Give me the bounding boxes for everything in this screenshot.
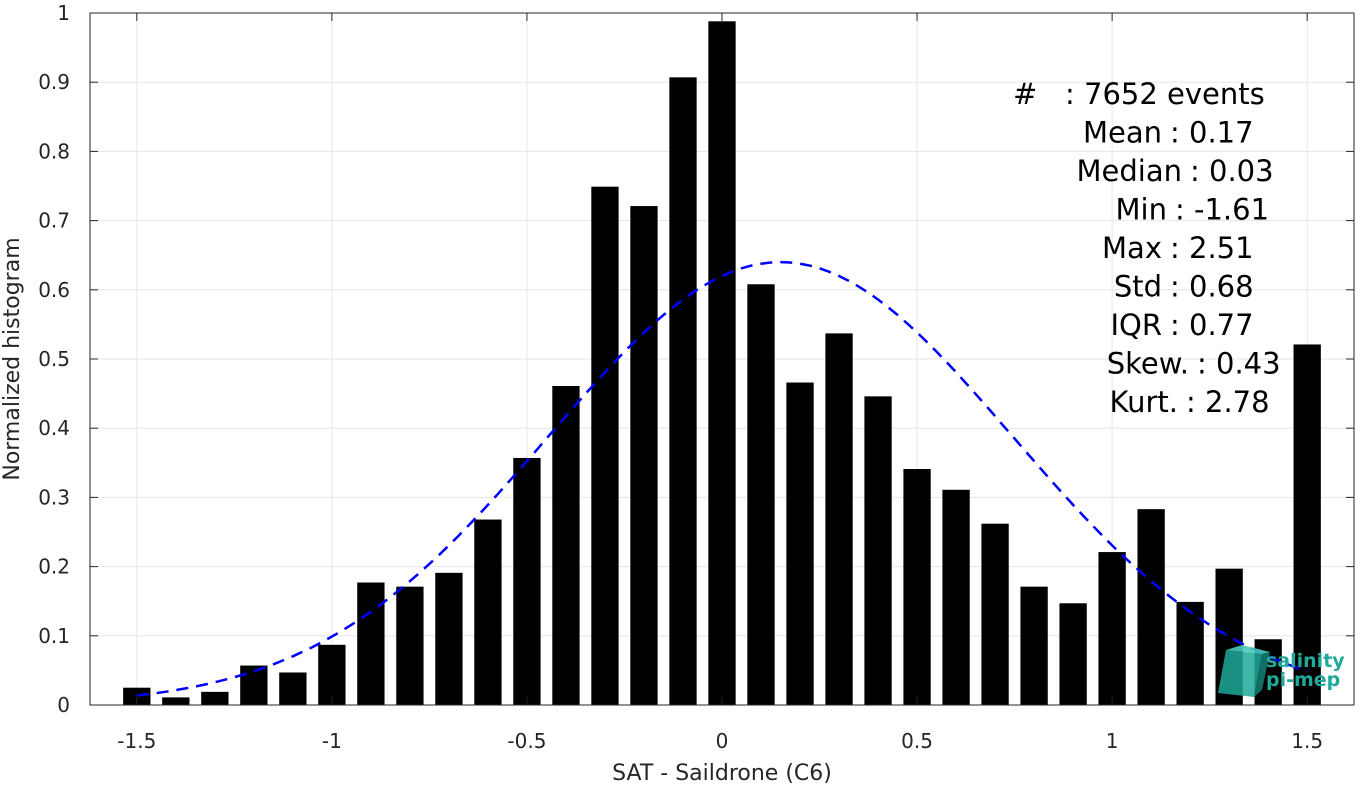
logo-text-line1: salinity bbox=[1266, 650, 1345, 672]
histogram-bar bbox=[708, 21, 736, 705]
stat-value: : 7652 events bbox=[1065, 77, 1265, 111]
stat-value: : 0.43 bbox=[1197, 347, 1281, 381]
histogram-bar bbox=[942, 489, 970, 705]
x-tick-label: 0.5 bbox=[901, 729, 933, 753]
y-tick-label: 0.1 bbox=[38, 624, 70, 648]
x-tick-label: 1 bbox=[1106, 729, 1119, 753]
histogram-bar bbox=[123, 687, 151, 705]
y-axis-label: Normalized histogram bbox=[0, 237, 25, 480]
stat-value: : 2.51 bbox=[1170, 231, 1254, 265]
y-tick-label: 1 bbox=[57, 1, 70, 25]
histogram-bar bbox=[630, 206, 658, 705]
histogram-bar bbox=[396, 586, 424, 705]
y-tick-label: 0.3 bbox=[38, 485, 70, 509]
y-tick-label: 0.7 bbox=[38, 209, 70, 233]
histogram-bar bbox=[279, 672, 307, 705]
y-tick-label: 0.2 bbox=[38, 555, 70, 579]
histogram-bar bbox=[435, 572, 463, 705]
stat-value: : 0.17 bbox=[1170, 116, 1254, 150]
x-tick-label: -1.5 bbox=[117, 729, 156, 753]
x-tick-label: -0.5 bbox=[507, 729, 546, 753]
stat-label: Kurt. bbox=[1110, 385, 1178, 419]
histogram-bars bbox=[123, 21, 1321, 705]
histogram-bar bbox=[786, 382, 814, 705]
histogram-bar bbox=[1020, 586, 1048, 705]
stat-value: : -1.61 bbox=[1175, 193, 1269, 227]
y-axis-ticks: 0 0.1 0.2 0.3 0.4 0.5 0.6 0.7 0.8 0.9 1 bbox=[38, 1, 1354, 717]
salinity-pimep-logo: salinity pi-mep bbox=[1218, 645, 1345, 697]
x-tick-label: -1 bbox=[322, 729, 342, 753]
histogram-bar bbox=[318, 644, 346, 705]
gaussian-fit-curve bbox=[136, 260, 1308, 697]
stat-value: : 2.78 bbox=[1186, 385, 1270, 419]
histogram-bar bbox=[1293, 344, 1321, 705]
y-tick-label: 0 bbox=[57, 693, 70, 717]
y-tick-label: 0.5 bbox=[38, 347, 70, 371]
histogram-bar bbox=[591, 186, 619, 705]
y-tick-label: 0.4 bbox=[38, 416, 70, 440]
stat-label: IQR bbox=[1110, 308, 1162, 342]
stat-label: Min bbox=[1116, 193, 1167, 227]
stat-label: Mean bbox=[1083, 116, 1162, 150]
x-tick-label: 1.5 bbox=[1291, 729, 1323, 753]
stat-label: Std bbox=[1114, 270, 1162, 304]
logo-text-line2: pi-mep bbox=[1266, 669, 1340, 691]
x-axis-ticks: -1.5 -1 -0.5 0 0.5 1 1.5 bbox=[117, 13, 1323, 753]
stat-value: : 0.77 bbox=[1170, 308, 1254, 342]
histogram-bar bbox=[864, 396, 892, 705]
histogram-bar bbox=[669, 77, 697, 705]
histogram-bar bbox=[1098, 552, 1126, 705]
histogram-bar bbox=[162, 697, 190, 705]
histogram-bar bbox=[903, 469, 931, 705]
x-axis-label: SAT - Saildrone (C6) bbox=[612, 761, 832, 785]
histogram-bar bbox=[981, 523, 1009, 705]
stat-label: # bbox=[1013, 77, 1037, 111]
histogram-bar bbox=[513, 457, 541, 705]
logo-cube-icon bbox=[1218, 645, 1270, 697]
y-tick-label: 0.8 bbox=[38, 139, 70, 163]
histogram-bar bbox=[357, 582, 385, 705]
stat-label: Skew. bbox=[1107, 347, 1189, 381]
y-tick-label: 0.9 bbox=[38, 70, 70, 94]
histogram-bar bbox=[1137, 509, 1165, 705]
histogram-bar bbox=[240, 665, 268, 705]
histogram-bar bbox=[474, 519, 502, 705]
x-tick-label: 0 bbox=[716, 729, 729, 753]
histogram-bar bbox=[201, 691, 229, 705]
stat-label: Median bbox=[1077, 154, 1182, 188]
histogram-bar bbox=[825, 333, 853, 705]
statistics-panel: # : 7652 events Mean: 0.17 Median: 0.03 Min:… bbox=[1013, 77, 1281, 419]
histogram-bar bbox=[552, 385, 580, 705]
stat-value: : 0.68 bbox=[1170, 270, 1254, 304]
stat-label: Max bbox=[1102, 231, 1162, 265]
histogram-bar bbox=[1059, 603, 1087, 705]
histogram-bar bbox=[747, 284, 775, 705]
y-tick-label: 0.6 bbox=[38, 278, 70, 302]
stat-value: : 0.03 bbox=[1190, 154, 1274, 188]
